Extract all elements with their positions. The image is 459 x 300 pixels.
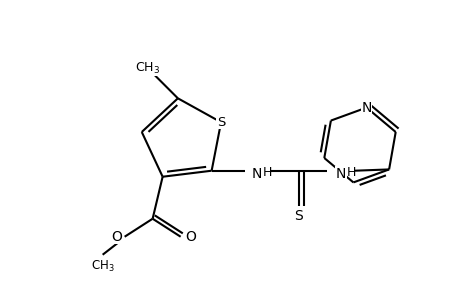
Text: N: N [251, 167, 261, 181]
Text: N: N [335, 167, 345, 181]
Text: S: S [294, 209, 302, 223]
Text: H: H [346, 166, 355, 179]
Text: O: O [185, 230, 196, 244]
Text: CH$_3$: CH$_3$ [90, 259, 114, 274]
Text: N: N [361, 100, 371, 115]
Text: S: S [216, 116, 225, 129]
Text: O: O [111, 230, 122, 244]
Text: H: H [262, 166, 271, 179]
Text: CH$_3$: CH$_3$ [135, 61, 160, 76]
